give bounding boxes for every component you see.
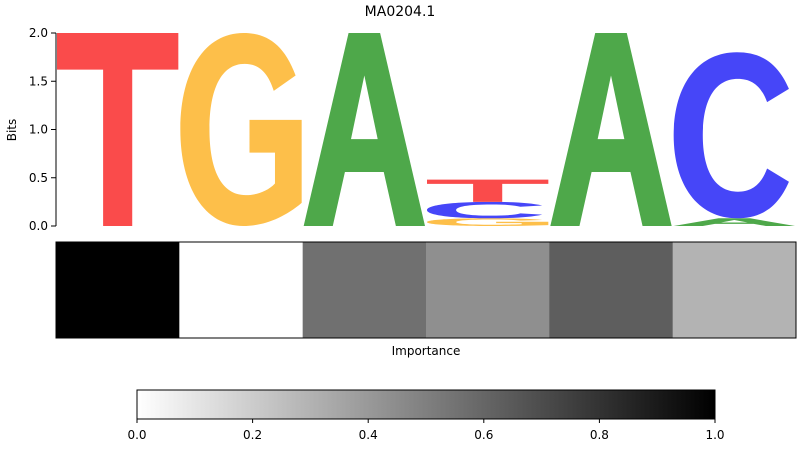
y-tick-label: 1.0	[29, 123, 48, 137]
heatmap-cell-6	[672, 242, 797, 338]
chart-title: MA0204.1	[365, 4, 436, 20]
colorbar-tick-label: 0.2	[243, 428, 262, 442]
heatmap-cell-5	[549, 242, 674, 338]
importance-heatmap: Importance	[55, 241, 797, 358]
heatmap-cell-3	[302, 242, 427, 338]
colorbar-tick-label: 0.6	[474, 428, 493, 442]
heatmap-cell-4	[426, 242, 550, 338]
colorbar-tick-label: 1.0	[705, 428, 724, 442]
y-tick-label: 0.5	[29, 171, 48, 185]
y-axis-label: Bits	[5, 119, 19, 142]
colorbar: 0.0 0.2 0.4 0.6 0.8 1.0	[127, 389, 725, 442]
logo-letter-A-pos6	[673, 218, 795, 226]
logo-panel: 0.0 0.5 1.0 1.5 2.0 Bits	[5, 26, 795, 233]
logo-letter-A-pos3	[303, 33, 425, 226]
heatmap-xlabel: Importance	[392, 344, 461, 358]
logo-letter-G-pos4	[427, 218, 549, 226]
logo-letters	[57, 33, 795, 226]
colorbar-gradient	[136, 389, 716, 420]
logo-letter-A-pos5	[550, 33, 672, 226]
logo-letter-T-pos1	[57, 33, 179, 226]
logo-letter-G-pos2	[180, 33, 302, 226]
y-tick-label: 0.0	[29, 219, 48, 233]
heatmap-cell-2	[179, 242, 304, 338]
heatmap-frame	[55, 241, 797, 339]
y-tick-label: 2.0	[29, 26, 48, 40]
logo-letter-T-pos4	[427, 179, 549, 202]
colorbar-ticks: 0.0 0.2 0.4 0.6 0.8 1.0	[127, 419, 725, 442]
heatmap-cell-1	[56, 242, 180, 338]
colorbar-tick-label: 0.8	[590, 428, 609, 442]
colorbar-tick-label: 0.0	[127, 428, 146, 442]
y-axis-ticks: 0.0 0.5 1.0 1.5 2.0	[29, 26, 56, 233]
logo-letter-C-pos4	[427, 201, 543, 219]
colorbar-tick-label: 0.4	[359, 428, 378, 442]
heatmap-cells	[56, 242, 797, 338]
y-tick-label: 1.5	[29, 74, 48, 88]
logo-letter-C-pos6	[673, 52, 789, 219]
